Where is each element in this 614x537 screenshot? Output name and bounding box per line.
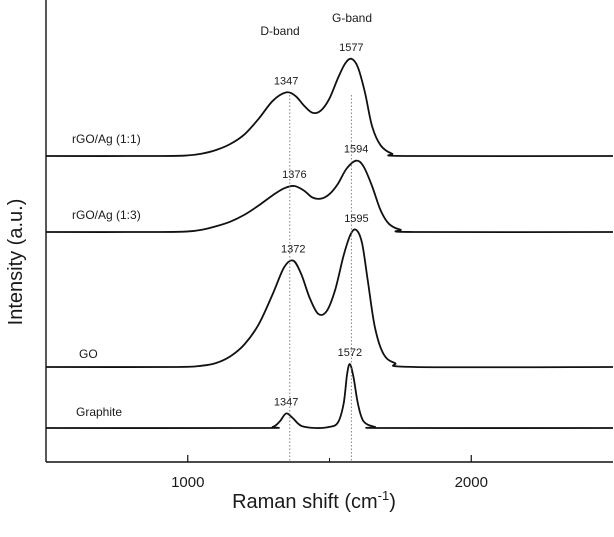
x-tick-label-0: 1000	[171, 474, 204, 491]
peak-label-2-1: 1595	[344, 213, 368, 225]
x-axis-title: Raman shift (cm-1)	[232, 488, 396, 513]
band-label-0: D-band	[260, 24, 299, 38]
peak-label-1-0: 1376	[282, 169, 306, 181]
peak-label-3-0: 1347	[274, 396, 298, 408]
axis-layer: 1000 2000	[45, 0, 613, 491]
series-label-2: GO	[79, 347, 98, 361]
series-layer: rGO/Ag (1:1) 1347 1577 rGO/Ag (1:3) 1376 1594…	[45, 42, 614, 429]
series-label-1: rGO/Ag (1:3)	[72, 208, 141, 222]
peak-label-1-1: 1594	[344, 144, 368, 156]
x-tick-label-1: 2000	[455, 474, 488, 491]
peak-label-0-0: 1347	[274, 75, 298, 87]
spectrum-line-0	[45, 57, 614, 158]
spectrum-line-3	[45, 363, 614, 429]
peak-label-3-1: 1572	[338, 347, 362, 359]
spectrum-line-1	[45, 159, 614, 234]
y-axis-title: Intensity (a.u.)	[5, 199, 27, 326]
peak-label-2-0: 1372	[281, 244, 305, 256]
peak-label-0-1: 1577	[339, 42, 363, 54]
annotation-layer: D-band G-band	[260, 11, 372, 462]
x-axis-title-tail: )	[389, 491, 396, 513]
series-label-0: rGO/Ag (1:1)	[72, 132, 141, 146]
spectrum-line-2	[45, 228, 614, 369]
x-axis-title-superscript: -1	[378, 488, 390, 503]
x-axis-title-main: Raman shift (cm	[232, 491, 378, 513]
band-label-1: G-band	[332, 11, 372, 25]
series-label-3: Graphite	[76, 405, 122, 419]
